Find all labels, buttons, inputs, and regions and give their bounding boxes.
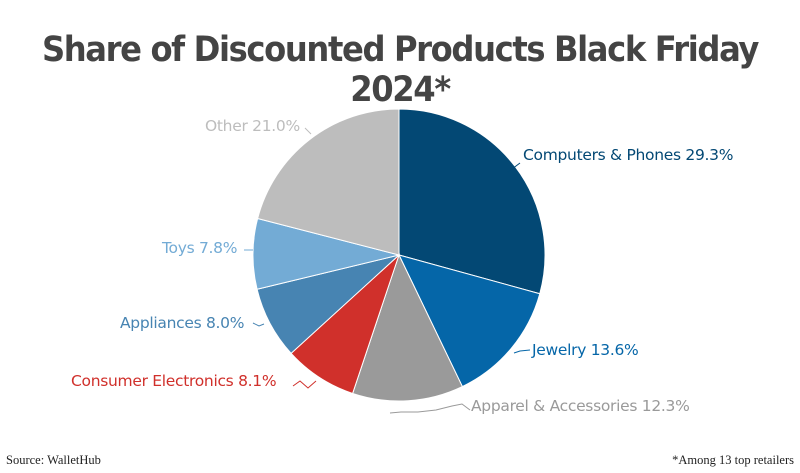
leader-line-other xyxy=(304,127,312,135)
leader-line-jewelry xyxy=(513,349,531,354)
leader-lines xyxy=(244,127,531,414)
label-appliances: Appliances 8.0% xyxy=(120,314,245,332)
pie-slices xyxy=(252,108,546,402)
label-apparel-accessories: Apparel & Accessories 12.3% xyxy=(471,397,690,415)
source-note: Source: WalletHub xyxy=(6,453,101,467)
label-other: Other 21.0% xyxy=(205,117,300,135)
label-toys: Toys 7.8% xyxy=(162,239,238,257)
leader-line-consumer-electronics xyxy=(292,380,317,389)
pie-slice-jewelry xyxy=(398,254,541,388)
label-jewelry: Jewelry 13.6% xyxy=(532,341,639,359)
label-computers-phones: Computers & Phones 29.3% xyxy=(523,146,734,164)
leader-line-apparel xyxy=(389,403,471,414)
leader-line-computers xyxy=(507,162,521,173)
pie-slice-other xyxy=(257,108,400,256)
footnote: *Among 13 top retailers xyxy=(672,453,794,467)
pie-slice-apparel xyxy=(351,253,464,402)
leader-line-appliances xyxy=(252,322,265,327)
label-consumer-electronics: Consumer Electronics 8.1% xyxy=(71,372,277,390)
chart-title: Share of Discounted Products Black Frida… xyxy=(41,30,759,110)
